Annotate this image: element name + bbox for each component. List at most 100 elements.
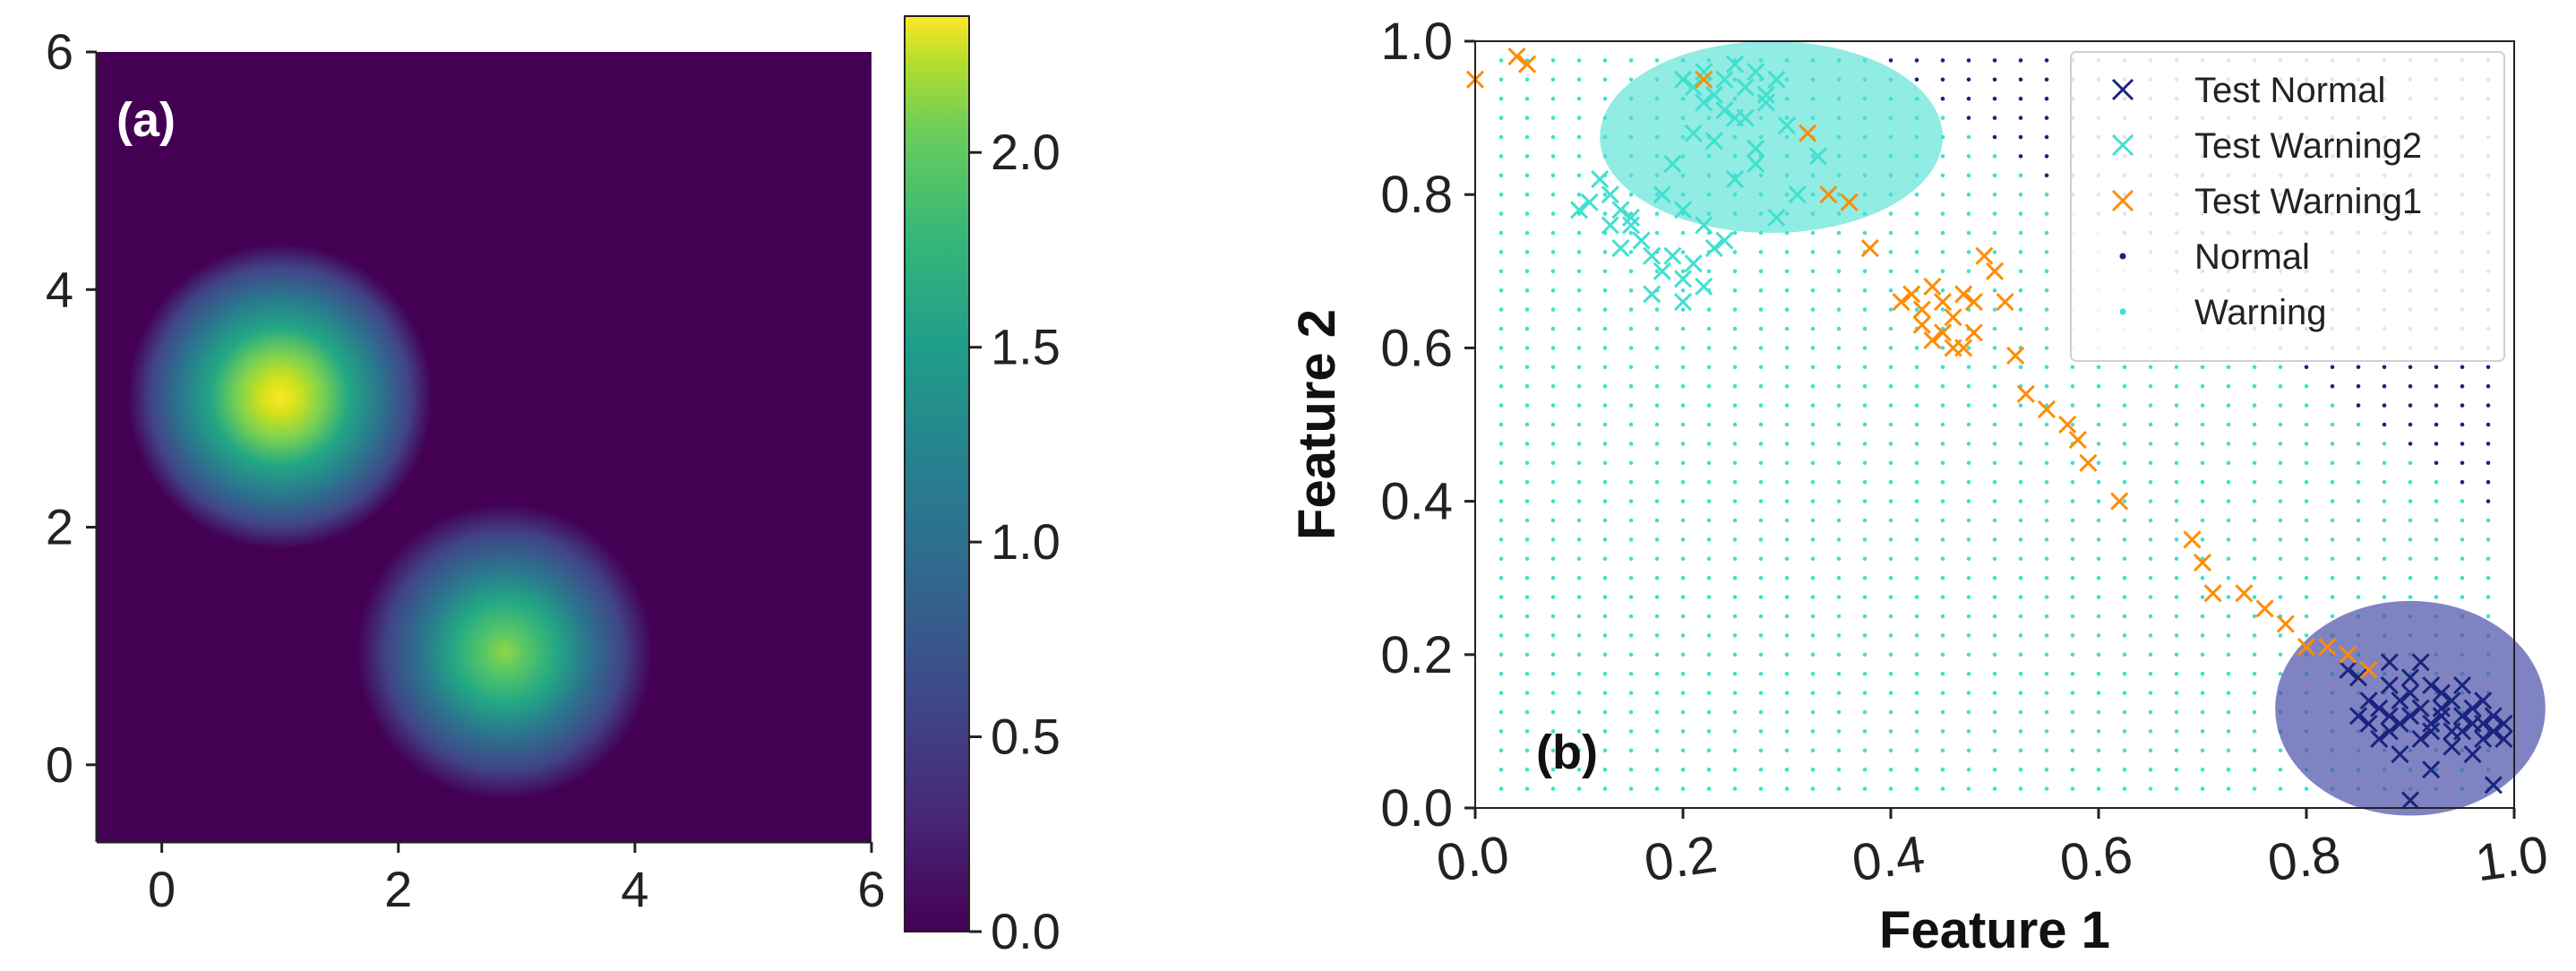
normal-grid-point <box>2408 442 2413 446</box>
warning-grid-point <box>2460 537 2465 542</box>
scatter-y-ticks: 0.0 0.2 0.4 0.6 0.8 1.0 <box>1380 13 1475 838</box>
warning-grid-point <box>2018 422 2023 427</box>
warning-grid-point <box>1810 633 1816 638</box>
warning-grid-point <box>2278 671 2283 676</box>
warning-grid-point <box>1784 422 1790 427</box>
warning-grid-point <box>1940 230 1945 236</box>
warning-grid-point <box>1862 614 1868 619</box>
warning-grid-point <box>2174 786 2179 791</box>
warning-grid-point <box>2200 709 2205 715</box>
test-normal-marker <box>2422 760 2441 779</box>
warning-grid-point <box>1862 326 1868 331</box>
warning-grid-point <box>2304 422 2309 427</box>
warning-grid-point <box>1498 767 1504 772</box>
normal-grid-point <box>2486 422 2491 427</box>
test-warning2-marker <box>1611 239 1630 258</box>
warning-grid-point <box>1628 537 1634 542</box>
warning-grid-point <box>2018 499 2023 503</box>
warning-grid-point <box>1550 96 1556 101</box>
warning-grid-point <box>1758 614 1764 619</box>
warning-grid-point <box>2356 556 2361 562</box>
warning-grid-point <box>2070 614 2075 619</box>
heatmap-x-tick-label: 4 <box>621 861 648 917</box>
warning-grid-point <box>2382 556 2387 562</box>
warning-grid-point <box>1888 633 1893 638</box>
warning-grid-point <box>1654 748 1660 753</box>
warning-grid-point <box>2330 518 2335 523</box>
legend-label: Normal <box>2194 237 2310 277</box>
warning-grid-point <box>1810 288 1816 293</box>
scatter-x-ticks: 0.0 0.2 0.4 0.6 0.8 1.0 <box>1433 808 2552 892</box>
warning-grid-point <box>1576 58 1582 63</box>
warning-grid-point <box>1602 633 1608 638</box>
warning-grid-point <box>1888 365 1893 370</box>
warning-grid-point <box>1992 671 1997 676</box>
warning-grid-point <box>2356 595 2361 599</box>
warning-grid-point <box>2148 442 2153 446</box>
warning-grid-point <box>2070 709 2075 715</box>
warning-grid-point <box>1940 250 1945 254</box>
warning-grid-point <box>1758 442 1764 446</box>
normal-grid-point <box>2460 365 2465 370</box>
test-warning2-marker <box>1601 216 1619 235</box>
legend: Test Normal Test Warning2 Test Warning1 Nor… <box>2070 51 2505 362</box>
normal-grid-point <box>2356 383 2361 389</box>
warning-grid-point <box>1888 614 1893 619</box>
warning-grid-point <box>1836 499 1842 503</box>
warning-grid-point <box>2304 518 2309 523</box>
test-warning2-marker <box>1808 147 1827 166</box>
warning-grid-point <box>1498 537 1504 542</box>
warning-grid-point <box>2174 652 2179 657</box>
warning-grid-point <box>2200 633 2205 638</box>
legend-label: Test Normal <box>2194 71 2385 110</box>
warning-grid-point <box>2434 537 2439 542</box>
warning-grid-point <box>2174 614 2179 619</box>
warning-grid-point <box>1966 691 1971 695</box>
scatter-frame <box>1474 40 2515 809</box>
warning-grid-point <box>2252 518 2257 523</box>
warning-grid-point <box>1836 479 1842 485</box>
test-warning1-marker <box>2016 384 2035 403</box>
warning-grid-point <box>1914 307 1919 312</box>
warning-grid-point <box>1732 442 1738 446</box>
test-warning2-marker <box>1788 185 1807 204</box>
warning-grid-point <box>2278 595 2283 599</box>
legend-item-warning: Warning <box>2119 293 2326 332</box>
warning-grid-point <box>2330 460 2335 466</box>
warning-grid-point <box>1498 479 1504 485</box>
legend-label: Warning <box>2194 293 2326 332</box>
normal-grid-point <box>2460 442 2465 446</box>
warning-grid-point <box>1836 518 1842 523</box>
warning-grid-point <box>2226 442 2231 446</box>
test-warning1-marker <box>1964 292 1983 312</box>
warning-grid-point <box>2434 595 2439 599</box>
warning-grid-point <box>1966 729 1971 734</box>
test-warning1-marker <box>1933 292 1953 312</box>
legend-item-test-warning1: Test Warning1 <box>2111 182 2422 221</box>
test-normal-marker <box>2484 707 2503 726</box>
warning-grid-point <box>1498 58 1504 63</box>
warning-grid-point <box>1992 633 1997 638</box>
test-warning2-marker <box>1725 108 1745 127</box>
warning-grid-point <box>1966 537 1971 542</box>
warning-grid-point <box>2174 633 2179 638</box>
warning-grid-point <box>1628 422 1634 427</box>
warning-grid-point <box>1810 556 1816 562</box>
warning-grid-point <box>2460 575 2465 580</box>
warning-grid-point <box>1888 403 1893 408</box>
test-warning1-marker <box>1964 323 1983 342</box>
warning-grid-point <box>1524 96 1530 101</box>
warning-grid-point <box>2200 479 2205 485</box>
warning-grid-point <box>2070 365 2075 370</box>
warning-grid-point <box>1654 556 1660 562</box>
warning-grid-point <box>1654 422 1660 427</box>
warning-grid-point <box>2226 633 2231 638</box>
warning-grid-point <box>2486 537 2491 542</box>
warning-grid-point <box>2174 403 2179 408</box>
warning-grid-point <box>2200 442 2205 446</box>
warning-grid-point <box>2304 479 2309 485</box>
warning-grid-point <box>1628 652 1634 657</box>
warning-grid-point <box>2226 365 2231 370</box>
warning-grid-point <box>1654 211 1660 216</box>
warning-grid-point <box>1758 460 1764 466</box>
